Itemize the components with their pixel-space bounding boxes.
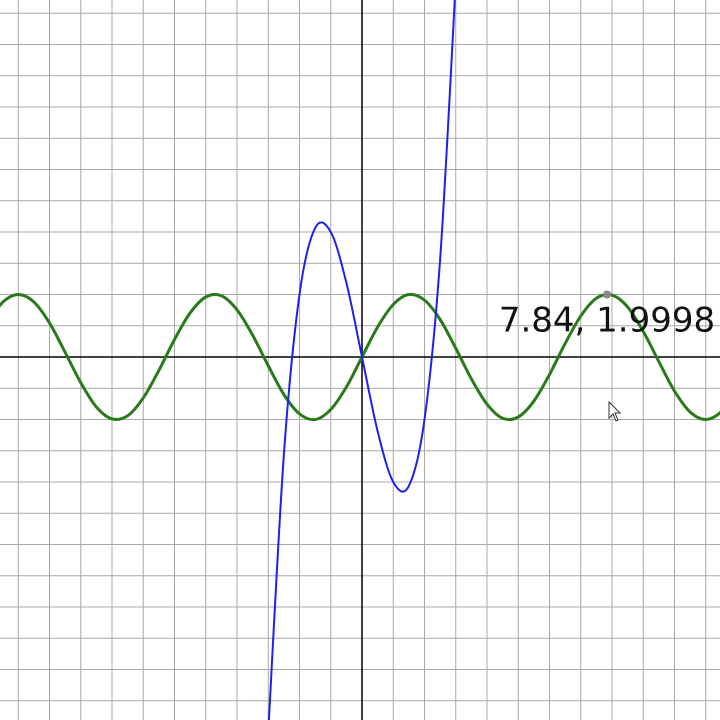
point-label: 7.84, 1.9998 <box>499 301 715 341</box>
point-marker <box>603 290 611 299</box>
mouse-cursor <box>608 400 622 422</box>
curve <box>267 0 456 720</box>
point: 7.84, 1.9998 <box>499 290 715 341</box>
